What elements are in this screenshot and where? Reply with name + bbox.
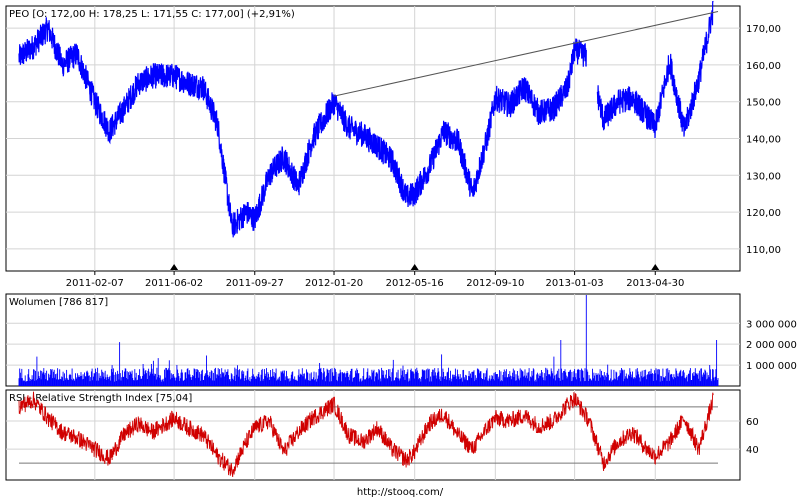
price-markers [170,264,660,270]
volume-y-axis: 1 000 000 2 000 000 3 000 000 [746,319,797,372]
volume-y-tick-label: 2 000 000 [746,340,797,351]
price-x-tick-label: 2011-02-07 [66,278,124,289]
trend-line [333,11,719,97]
footer-url[interactable]: http://stooq.com/ [357,487,444,498]
price-x-tick-label: 2012-05-16 [386,278,444,289]
price-marker [651,264,660,270]
price-x-tick-label: 2011-09-27 [226,278,284,289]
rsi-panel: RSI - Relative Strength Index [75,04] 40… [5,389,759,481]
price-x-tick-label: 2012-01-20 [305,278,363,289]
rsi-y-tick-label: 40 [746,445,759,456]
price-y-axis: 110,00 120,00 130,00 140,00 150,00 160,00 170,… [746,24,781,256]
volume-y-tick-label: 3 000 000 [746,319,797,330]
rsi-series-line [18,391,714,478]
price-x-tick-label: 2012-09-10 [466,278,524,289]
price-y-tick-label: 150,00 [746,98,781,109]
price-y-tick-label: 160,00 [746,61,781,72]
rsi-title: RSI - Relative Strength Index [75,04] [9,393,192,404]
price-y-tick-label: 170,00 [746,24,781,35]
rsi-y-tick-label: 60 [746,417,759,428]
volume-gridlines [6,294,740,386]
price-y-tick-label: 140,00 [746,135,781,146]
price-series [18,0,719,238]
price-series-line [18,0,714,238]
rsi-y-axis: 40 60 [746,417,759,456]
rsi-gridlines [6,390,740,480]
volume-y-tick-label: 1 000 000 [746,361,797,372]
price-panel: PEO [O: 172,00 H: 178,25 L: 171,55 C: 17… [5,0,781,289]
price-y-tick-label: 120,00 [746,208,781,219]
rsi-series [18,391,714,478]
price-x-axis: 2011-02-07 2011-06-02 2011-09-27 2012-01-20… [66,271,684,289]
volume-bars [18,295,719,386]
volume-panel: Wolumen [786 817] 1 000 000 2 000 000 3 00… [5,293,797,387]
price-x-tick-label: 2013-01-03 [546,278,604,289]
price-x-tick-label: 2013-04-30 [626,278,684,289]
volume-panel-frame [5,293,741,387]
price-marker [170,264,179,270]
price-marker [410,264,419,270]
price-y-tick-label: 110,00 [746,245,781,256]
price-title: PEO [O: 172,00 H: 178,25 L: 171,55 C: 17… [9,9,295,20]
price-y-tick-label: 130,00 [746,171,781,182]
price-x-tick-label: 2011-06-02 [145,278,203,289]
volume-title: Wolumen [786 817] [9,297,108,308]
